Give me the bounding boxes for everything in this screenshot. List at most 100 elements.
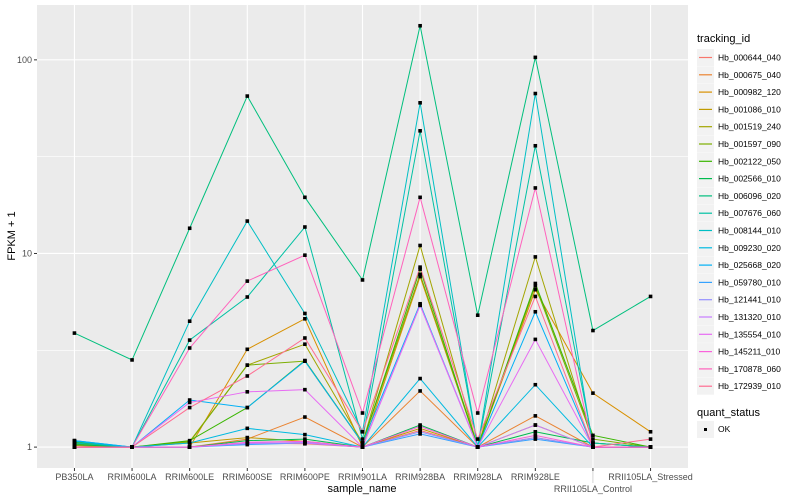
data-point <box>360 429 365 434</box>
data-point <box>533 423 538 427</box>
data-point <box>533 309 538 314</box>
data-point <box>533 55 538 60</box>
legend-label: Hb_121441_010 <box>718 295 781 305</box>
data-point <box>72 331 77 335</box>
legend-label: Hb_007676_060 <box>718 208 781 218</box>
data-point <box>418 303 422 308</box>
data-point <box>533 287 538 292</box>
data-point <box>72 445 77 449</box>
data-point <box>245 94 250 98</box>
legend-label: Hb_059780_010 <box>718 277 781 287</box>
x-tick-label: RRIM600LE <box>165 472 214 482</box>
y-tick-label: 100 <box>17 55 32 65</box>
legend-label: Hb_001597_090 <box>718 139 781 149</box>
x-tick-label: RRIM600PE <box>280 472 330 482</box>
data-point <box>533 281 538 286</box>
data-point <box>187 346 192 350</box>
data-point <box>303 225 307 229</box>
data-point <box>360 445 365 449</box>
data-point <box>533 91 538 96</box>
x-tick-label: PB350LA <box>55 472 93 482</box>
data-point <box>418 267 422 271</box>
data-point <box>533 414 538 418</box>
data-point <box>648 437 653 441</box>
data-point <box>533 382 538 387</box>
data-point <box>245 279 250 283</box>
legend-label: Hb_006096_020 <box>718 191 781 201</box>
y-axis-title: FPKM + 1 <box>6 211 18 260</box>
data-point <box>187 441 192 445</box>
x-tick-label: RRIM901LA <box>338 472 387 482</box>
data-point <box>303 432 307 437</box>
data-point <box>591 445 595 449</box>
data-point <box>245 435 250 440</box>
data-point <box>418 23 422 28</box>
data-point <box>418 101 422 105</box>
legend-label: Hb_025668_020 <box>718 260 781 270</box>
legend-label: Hb_002122_050 <box>718 156 781 166</box>
legend: tracking_id Hb_000644_040 Hb_000675_040 Hb… <box>697 33 781 438</box>
legend-label: Hb_000982_120 <box>718 87 781 97</box>
data-point <box>533 255 538 259</box>
data-point <box>533 284 538 288</box>
data-point <box>303 195 307 200</box>
legend-label: Hb_000675_040 <box>718 70 781 80</box>
legend-label: Hb_001086_010 <box>718 104 781 114</box>
legend-label: Hb_135554_010 <box>718 329 781 339</box>
series-points <box>72 23 653 449</box>
data-point <box>533 433 538 438</box>
square-point-icon <box>704 428 707 431</box>
data-point <box>245 405 250 410</box>
x-axis-title: sample_name <box>327 483 396 495</box>
data-point <box>418 432 422 436</box>
data-point <box>648 429 653 434</box>
legend-label: Hb_008144_010 <box>718 226 781 236</box>
data-point <box>303 316 307 321</box>
data-point <box>187 400 192 405</box>
data-point <box>475 313 480 318</box>
data-point <box>245 363 250 367</box>
data-point <box>533 337 538 342</box>
legend-label: Hb_170878_060 <box>718 364 781 374</box>
data-point <box>303 415 307 419</box>
data-point <box>418 389 422 393</box>
data-point <box>533 186 538 190</box>
data-point <box>418 429 422 434</box>
data-point <box>533 435 538 440</box>
data-point <box>245 347 250 352</box>
legend-label: Hb_001519_240 <box>718 122 781 132</box>
data-point <box>418 376 422 381</box>
data-point <box>130 445 134 449</box>
data-point <box>591 441 595 445</box>
data-point <box>187 405 192 410</box>
x-tick-label: RRIM600SE <box>222 472 272 482</box>
legend-label: Hb_172939_010 <box>718 381 781 391</box>
data-point <box>303 387 307 392</box>
data-point <box>187 338 192 342</box>
data-point <box>130 358 134 362</box>
data-point <box>475 445 480 449</box>
data-point <box>418 195 422 200</box>
data-point <box>245 390 250 394</box>
data-point <box>245 426 250 431</box>
data-point <box>303 437 307 441</box>
legend-title: tracking_id <box>697 33 750 45</box>
data-point <box>187 226 192 231</box>
data-point <box>245 440 250 445</box>
shape-legend-title: quant_status <box>697 407 760 419</box>
shape-legend-label: OK <box>718 424 731 434</box>
data-point <box>245 219 250 223</box>
x-tick-label: RRIM928LE <box>511 472 560 482</box>
data-point <box>303 439 307 444</box>
data-point <box>475 437 480 441</box>
data-point <box>360 411 365 415</box>
data-point <box>72 438 77 443</box>
y-axis: 1 10 100 <box>17 55 37 452</box>
data-point <box>303 336 307 340</box>
data-point <box>475 411 480 415</box>
data-point <box>360 278 365 282</box>
x-tick-label: RRIM600LA <box>108 472 157 482</box>
legend-label: Hb_000644_040 <box>718 53 781 63</box>
data-point <box>360 441 365 445</box>
data-point <box>245 374 250 378</box>
